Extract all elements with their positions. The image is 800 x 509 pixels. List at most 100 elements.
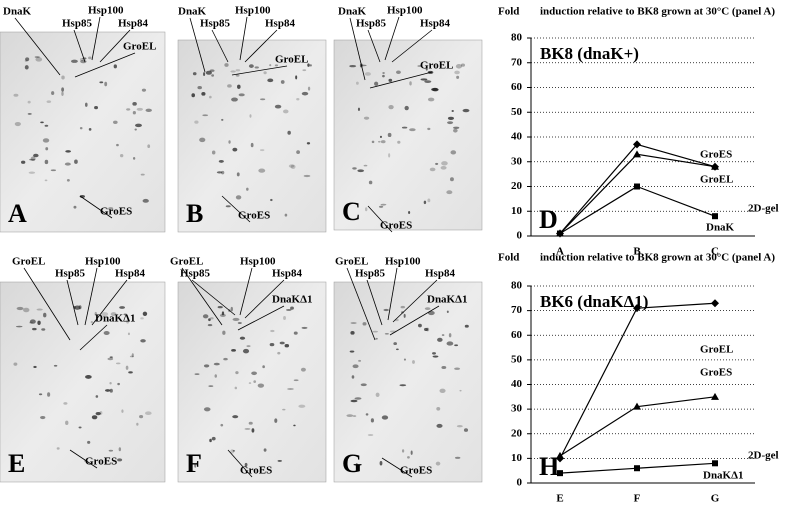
gel-spot xyxy=(208,385,214,387)
gel-spot xyxy=(61,75,65,80)
y-tick-label: 70 xyxy=(511,304,523,316)
gel-spot xyxy=(409,81,412,86)
gel-spot xyxy=(65,150,71,153)
gel-spot xyxy=(238,93,245,97)
series-line xyxy=(559,153,716,234)
gel-spot xyxy=(191,93,196,98)
pointer-line xyxy=(23,267,71,341)
y-tick-label: 10 xyxy=(511,452,523,464)
gel-spot xyxy=(27,113,32,115)
gel-spot xyxy=(417,64,423,68)
gel-spot xyxy=(132,157,136,160)
gel-spot xyxy=(203,364,210,368)
marker xyxy=(633,402,641,410)
gel-spot xyxy=(283,316,286,321)
protein-label: GroES xyxy=(238,210,270,222)
gel-spot xyxy=(382,71,385,75)
gel-spot xyxy=(108,207,114,210)
x-tick-label: B xyxy=(633,246,641,258)
gel-spot xyxy=(235,195,242,200)
gel-spot xyxy=(388,153,391,158)
y-axis-label: Fold xyxy=(498,252,519,264)
gel-spot xyxy=(205,70,212,75)
gel-spot xyxy=(298,404,306,408)
protein-label: GroEL xyxy=(335,256,368,268)
gel-spot xyxy=(424,80,432,83)
gel-spot xyxy=(16,306,24,311)
gel-spot xyxy=(234,386,238,390)
gel-spot xyxy=(202,314,209,319)
gel-spot xyxy=(32,327,37,331)
gel-spot xyxy=(463,428,469,432)
gel-spot xyxy=(460,63,465,67)
x-tick-label: C xyxy=(711,246,719,258)
gel-spot xyxy=(211,436,216,441)
gel-spot xyxy=(79,58,84,62)
gel-spot xyxy=(355,463,358,466)
gel-spot xyxy=(84,102,88,107)
gel-spot xyxy=(202,114,209,117)
gel-spot xyxy=(296,98,300,101)
gel-spot xyxy=(307,63,310,67)
pointer-line xyxy=(227,449,253,478)
gel-spot xyxy=(214,374,217,378)
gel-spot xyxy=(451,110,454,112)
gel-spot xyxy=(267,78,274,83)
gel-spot xyxy=(408,210,411,214)
protein-label: Hsp84 xyxy=(265,18,295,30)
gel-spot xyxy=(119,306,126,309)
gel-spot xyxy=(71,59,78,63)
protein-label: Hsp85 xyxy=(55,268,85,280)
gel-spot xyxy=(210,317,214,320)
gel-spot xyxy=(381,415,389,420)
gel-spot xyxy=(87,440,91,444)
pointer-line xyxy=(79,195,113,219)
gel-spot xyxy=(211,74,215,77)
y-tick-label: 0 xyxy=(517,230,523,242)
gel-spot xyxy=(284,213,288,217)
gel-spot xyxy=(362,322,367,326)
series-label: GroES xyxy=(700,367,732,379)
protein-label: DnaKΔ1 xyxy=(95,313,136,325)
gel-spot xyxy=(401,449,405,453)
protein-label: GroES xyxy=(85,456,117,468)
gel-spot xyxy=(203,407,211,412)
gel-spot xyxy=(382,74,385,78)
gel-spot xyxy=(357,107,361,111)
protein-label: Hsp85 xyxy=(62,18,92,30)
protein-label: GroES xyxy=(240,465,272,477)
gel-spot xyxy=(302,69,307,72)
gel-spot xyxy=(232,449,235,452)
gel-spot xyxy=(44,124,49,127)
y-tick-label: 60 xyxy=(511,81,523,93)
gel-spot xyxy=(192,72,197,76)
gel-spot xyxy=(257,383,265,388)
gel-spot xyxy=(28,171,36,174)
gel-spot xyxy=(358,359,362,362)
gel-spot xyxy=(147,144,151,149)
gel-spot xyxy=(50,169,57,172)
gel-spot xyxy=(441,365,447,370)
gel-spot xyxy=(199,137,206,143)
gel-spot xyxy=(441,334,445,336)
gel-spot xyxy=(136,107,143,111)
marker xyxy=(556,451,564,459)
gel-spot xyxy=(447,116,455,121)
gel-spot xyxy=(363,116,370,120)
gel-spot xyxy=(288,164,295,168)
gel-spot xyxy=(246,345,251,348)
gel-spot xyxy=(436,423,443,428)
gel-spot xyxy=(47,392,51,397)
protein-label: Hsp100 xyxy=(85,256,121,268)
pointer-line xyxy=(384,16,400,61)
gel-spot xyxy=(375,337,378,340)
protein-label: GroEL xyxy=(420,60,453,72)
gel-spot xyxy=(279,341,285,345)
gel-spot xyxy=(446,310,449,314)
gel-spot xyxy=(135,123,142,128)
gel-spot xyxy=(91,415,98,420)
protein-label: DnaKΔ1 xyxy=(427,294,468,306)
protein-label: Hsp100 xyxy=(387,5,423,17)
y-tick-label: 20 xyxy=(511,427,523,439)
panel-letter: B xyxy=(186,199,203,228)
